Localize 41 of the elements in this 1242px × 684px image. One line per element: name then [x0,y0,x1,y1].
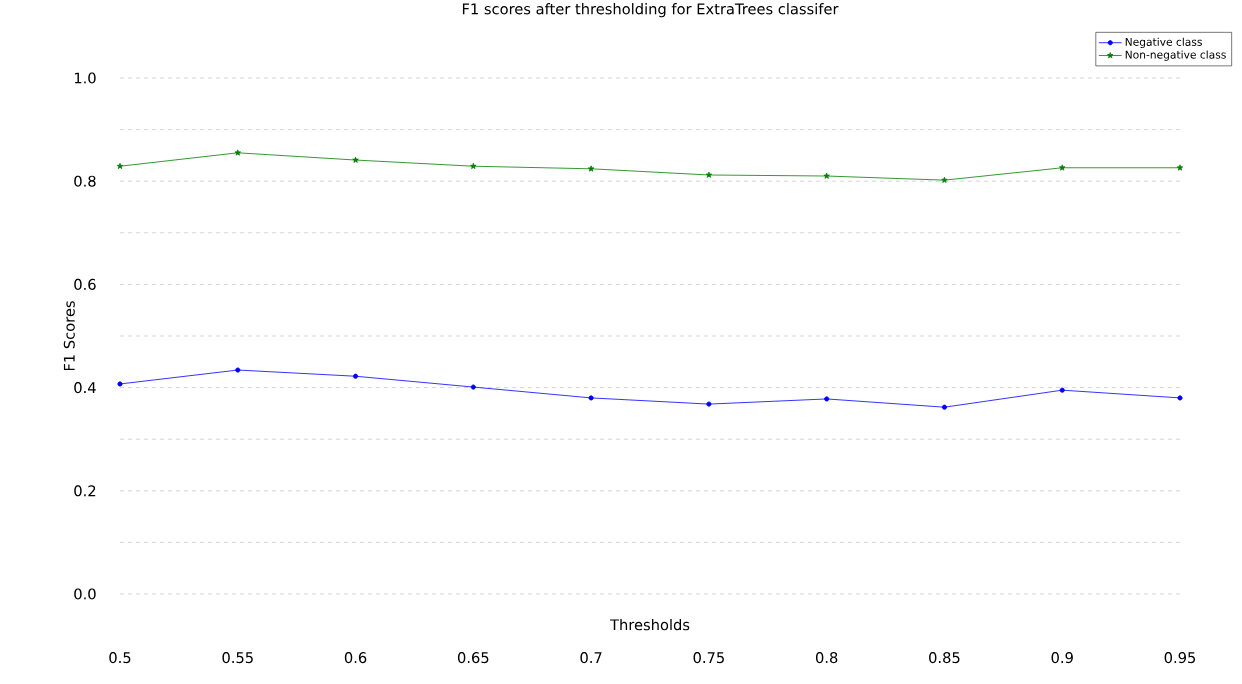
x-tick-label: 0.75 [693,652,724,664]
legend-label: Negative class [1125,37,1202,48]
point [352,156,359,163]
point [706,401,712,407]
point [470,384,476,390]
point [117,381,123,387]
point [705,171,713,178]
point [1059,387,1065,393]
point [1176,164,1184,171]
legend-label: Non-negative class [1125,50,1226,61]
y-tick-label: 0.0 [74,588,96,600]
point [823,172,830,179]
point [824,396,830,402]
y-tick-label: 0.6 [74,278,96,290]
point [941,176,948,183]
point [941,404,947,410]
x-axis-title: Thresholds [610,618,690,631]
x-tick-label: 0.95 [1164,652,1196,664]
point [1059,164,1066,171]
point [1177,395,1183,401]
x-tick-label: 0.8 [815,652,838,664]
point [353,373,359,379]
y-axis-title: F1 Scores [63,301,75,371]
y-tick-label: 0.2 [74,485,96,497]
point [470,162,477,169]
point [116,162,124,169]
y-tick-label: 1.0 [74,72,96,84]
x-tick-label: 0.55 [222,652,253,664]
point [234,149,241,156]
x-tick-label: 0.9 [1051,652,1073,664]
point [587,165,595,172]
y-tick-label: 0.4 [74,382,96,394]
x-tick-label: 0.5 [109,652,131,664]
x-tick-label: 0.65 [457,652,489,664]
point [588,395,594,401]
x-tick-label: 0.7 [580,652,602,664]
x-tick-label: 0.85 [929,652,960,664]
chart-title: F1 scores after thresholding for ExtraTrees classifer [462,3,839,18]
point [235,367,241,373]
y-tick-label: 0.8 [74,175,96,187]
x-tick-label: 0.6 [344,652,367,664]
